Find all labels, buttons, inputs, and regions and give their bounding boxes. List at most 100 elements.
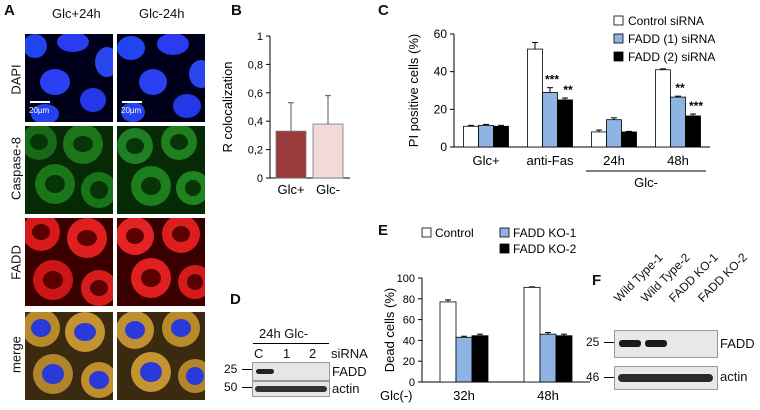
e-bar [439,301,457,383]
c-bar [685,115,701,148]
c-bar [670,96,686,148]
e-legend-swatch [499,243,510,254]
c-significance-mark: *** [545,73,559,87]
scalebar-label: 20µm [29,106,50,115]
micrograph-merge-glc-plus [25,312,113,400]
panel-a-label: A [4,2,15,19]
blot-f-fadd-band-wt1 [619,340,641,347]
b-bar [275,130,307,179]
c-y-axis-label: PI positive cells (%) [406,34,421,147]
blot-d-actin-band [255,386,327,392]
micrograph-dapi-glc-plus: 20µm [25,34,113,122]
e-x-prefix-label: Glc(-) [380,388,413,403]
blot-d-fadd-band-c [256,369,274,374]
micrograph-merge-glc-minus [117,312,205,400]
c-bar [655,69,671,148]
c-bar [606,119,622,148]
blot-d-lane-label: siRNA [331,346,368,361]
blot-d-fadd-label: FADD [332,364,367,379]
b-x-tick-label: Glc+ [277,182,304,197]
blot-d-fadd-strip [252,362,330,381]
c-x-tick-label: 48h [667,153,689,168]
c-bar [478,124,494,148]
micrograph-dapi-glc-minus: 20µm [117,34,205,122]
e-y-axis-label: Dead cells (%) [382,288,397,373]
c-significance-mark: ** [675,81,685,95]
c-y-tick-label: 60 [434,27,448,41]
c-bar [557,99,573,148]
e-legend-swatch [421,227,432,238]
e-bar [455,336,473,383]
c-legend-swatch [613,15,624,26]
blot-d-lane-2: 2 [309,346,317,361]
blot-d-actin-label: actin [332,381,360,396]
e-x-tick-label: 48h [537,388,559,403]
e-y-tick-label: 40 [403,335,415,347]
e-y-tick-label: 100 [397,273,415,285]
c-significance-mark: ** [563,83,573,97]
c-legend-swatch [613,51,624,62]
c-bar [591,131,607,148]
row-label-caspase8: Caspase-8 [8,137,24,200]
c-y-tick-label: 20 [434,102,448,116]
row-label-fadd: FADD [8,245,24,280]
c-y-tick-label: 40 [434,65,448,79]
c-bar [527,48,543,148]
b-y-axis-label: R colocalization [220,61,235,152]
e-legend-label: Control [435,226,474,240]
blot-d-title-line [253,343,329,344]
micrograph-fadd-glc-plus [25,218,113,306]
c-significance-mark: *** [689,99,703,113]
scalebar-label: 20µm [121,106,142,115]
blot-f-actin-band [618,374,713,382]
blot-f-fadd-strip [614,330,718,358]
b-bar [312,123,344,179]
blot-d-marker-50: 50 [224,380,238,394]
blot-f-actin-label: actin [720,369,748,384]
blot-f-actin-strip [614,366,718,390]
panel-f-label: F [592,272,602,289]
blot-f-fadd-label: FADD [720,336,755,351]
c-x-tick-label: anti-Fas [527,153,574,168]
b-y-tick-label: 0,4 [248,116,263,128]
c-group-label: Glc- [634,175,658,190]
e-bar [471,335,489,383]
blot-d-marker-tick-25 [242,369,252,370]
blot-f-marker-25: 25 [586,335,600,349]
e-x-tick-label: 32h [453,388,475,403]
b-y-tick-label: 1 [257,31,263,43]
panel-b-label: B [231,2,242,19]
blot-f-marker-46: 46 [586,370,600,384]
c-bar [463,125,479,148]
c-bar [621,131,637,148]
c-legend-label: FADD (1) siRNA [628,32,715,46]
blot-f-fadd-band-wt2 [645,340,667,347]
e-legend-label: FADD KO-1 [513,226,577,240]
e-bar [555,335,573,383]
b-y-tick-label: 0,6 [248,88,263,100]
c-bar [493,125,509,148]
column-label-glc-plus: Glc+24h [52,6,101,21]
blot-d-actin-strip [252,381,330,397]
c-x-tick-label: 24h [603,153,625,168]
panel-e-label: E [378,222,389,239]
blot-d-lane-1: 1 [283,346,291,361]
row-label-dapi: DAPI [8,64,24,95]
micrograph-caspase8-glc-minus [117,126,205,214]
b-y-tick-label: 0 [257,173,263,185]
blot-f-marker-tick-46 [604,377,614,378]
blot-d-title: 24h Glc- [259,326,309,341]
panel-d-label: D [230,291,241,308]
blot-d-marker-tick-50 [242,387,252,388]
e-bar [523,286,541,383]
b-x-tick-label: Glc- [316,182,340,197]
panel-c-label: C [378,2,389,19]
c-y-tick-label: 0 [440,140,447,154]
c-x-tick-label: Glc+ [472,153,499,168]
c-legend-label: Control siRNA [628,14,704,28]
chart-b: 0 0,2 0,4 0,6 0,8 1 R colocalization Glc+ Glc- [220,31,350,197]
c-bar [542,91,558,148]
micrograph-fadd-glc-minus [117,218,205,306]
